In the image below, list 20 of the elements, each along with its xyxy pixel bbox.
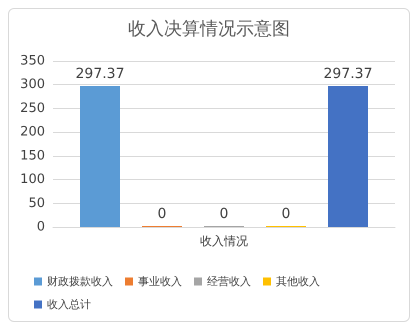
chart-title: 收入决算情况示意图 <box>128 18 290 40</box>
data-label: 297.37 <box>76 66 124 82</box>
x-tick-label: 收入情况 <box>200 234 248 248</box>
y-tick-label: 350 <box>20 54 45 68</box>
data-label: 0 <box>220 206 228 222</box>
legend-label: 收入总计 <box>47 298 91 311</box>
data-label: 0 <box>158 206 166 222</box>
legend-label: 其他收入 <box>276 275 320 288</box>
legend-label: 事业收入 <box>138 275 182 288</box>
y-tick-label: 200 <box>20 124 45 140</box>
legend-label: 财政拨款收入 <box>47 275 113 288</box>
y-tick-label: 150 <box>20 148 45 164</box>
legend-label: 经营收入 <box>207 275 251 288</box>
y-tick-label: 300 <box>20 77 45 92</box>
data-label: 0 <box>282 206 290 222</box>
y-tick-label: 0 <box>36 220 45 234</box>
y-tick-label: 100 <box>20 172 45 188</box>
y-tick-label: 50 <box>28 196 45 211</box>
data-label: 297.37 <box>324 66 372 82</box>
y-tick-label: 250 <box>20 100 45 116</box>
